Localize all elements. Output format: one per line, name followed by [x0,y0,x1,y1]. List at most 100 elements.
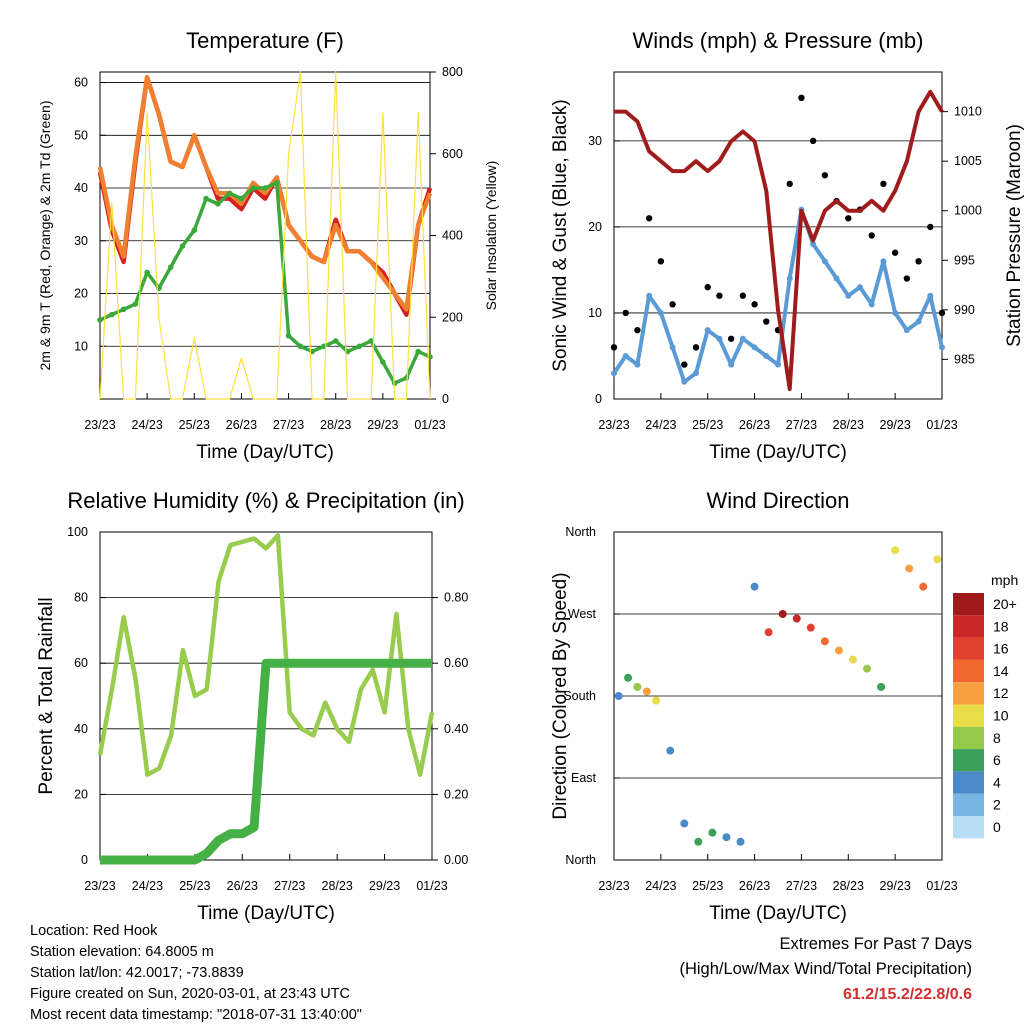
wind-direction-panel: Wind Direction Time (Day/UTC) 23/23 24/23 25… [550,488,1018,924]
legend-swatch [953,771,984,794]
gust-point [763,318,770,325]
gust-point [727,335,735,342]
gust-point [645,215,653,222]
latlon-text: Station lat/lon: 42.0017; -73.8839 [30,965,244,981]
direction-point [614,692,623,700]
y-tick-label: South [563,689,596,703]
legend-label: 6 [993,752,1001,768]
wind-point [833,275,840,282]
y-tick-label: 80 [74,591,88,605]
wind-point [646,292,653,299]
x-tick-label: 23/23 [598,418,629,432]
wind-point [751,344,758,351]
gust-point [634,326,641,334]
pressure-line [614,89,944,392]
td-point [391,380,398,386]
legend-swatch [953,793,984,816]
td-point [297,343,304,350]
legend-swatch [953,816,984,839]
recent-text: Most recent data timestamp: "2018-07-31 … [30,1007,362,1023]
wind-point [622,352,629,359]
wind-point [704,327,711,334]
legend-swatch [953,659,984,683]
legend-label: 18 [993,618,1009,634]
x-tick-label: 28/23 [833,418,864,432]
x-tick-label: 26/23 [739,418,770,432]
x-tick-label: 26/23 [227,879,258,893]
y-tick-label-right: 985 [954,352,975,366]
y-tick-label: 20 [74,287,88,301]
x-tick-label: 01/23 [926,879,957,893]
extremes-box: Extremes For Past 7 Days (High/Low/Max W… [679,932,972,1007]
x-tick-label: 25/23 [179,879,210,893]
x-tick-label: 27/23 [786,418,817,432]
legend-swatch [953,726,984,750]
td-point [415,348,422,355]
series-line-9m-t [97,75,433,312]
x-tick-label: 29/23 [880,879,911,893]
x-tick-label: 24/23 [645,879,676,893]
legend-label: 8 [993,730,1001,746]
gust-point [938,309,946,317]
gust-point [786,180,793,188]
legend-label: 14 [993,663,1009,679]
gust-point [915,258,922,265]
station-info: Location: Red Hook Station elevation: 64… [30,921,362,1026]
td-point [203,195,209,202]
series-line-2m-t [97,75,433,317]
legend-label: 10 [993,708,1009,724]
y-tick-label-right: 600 [442,147,463,161]
series-line-rh [97,533,435,777]
x-tick-label: 29/23 [880,418,911,432]
wind-point [716,335,723,342]
y-tick-label: 0 [595,392,602,406]
y-axis-label: Direction (Colored By Speed) [550,572,571,819]
legend-label: 0 [993,819,1001,835]
wind-point [845,292,852,299]
wind-point [786,275,793,282]
td-point [238,195,245,202]
direction-point [891,546,900,555]
gust-point [669,301,676,308]
x-tick-label: 25/23 [179,418,210,432]
y-tick-label-right: 200 [442,310,463,324]
y-tick-label-right: 1000 [954,204,982,218]
y-tick-label: 40 [74,722,88,736]
y-tick-label: West [568,607,597,621]
gust-point [622,309,629,317]
series-line-2m-td [99,181,431,385]
x-tick-label: 26/23 [739,879,770,893]
wind-point [634,361,641,368]
x-tick-label: 28/23 [322,879,353,893]
y-tick-label: East [571,771,597,785]
x-axis-label: Time (Day/UTC) [709,903,847,924]
x-tick-label: 25/23 [692,418,723,432]
x-tick-label: 01/23 [416,879,447,893]
created-text: Figure created on Sun, 2020-03-01, at 23… [30,986,350,1002]
location-text: Location: Red Hook [30,923,158,939]
gust-point [868,232,875,239]
wind-point [681,378,688,385]
td-point [144,269,150,276]
y-axis-label: Percent & Total Rainfall [36,597,57,794]
y-axis-label-right: Station Pressure (Maroon) [1004,124,1024,347]
legend-label: 2 [993,797,1001,813]
extremes-subtitle: (High/Low/Max Wind/Total Precipitation) [679,960,972,978]
direction-point [642,687,651,696]
gust-point [657,258,665,265]
direction-point [633,682,642,691]
gust-point [798,94,805,102]
y-tick-label: 0 [81,853,88,867]
y-tick-label-right: 995 [954,253,975,267]
chart-title: Relative Humidity (%) & Precipitation (i… [67,488,464,513]
gust-point [751,301,758,308]
legend-swatch [953,704,984,727]
direction-point [652,696,661,705]
wind-point [880,258,887,265]
legend-swatch [953,615,984,638]
wind-point [693,370,699,377]
y-tick-label-right: 0.00 [444,853,468,867]
wind-point [868,301,875,308]
direction-point [863,664,872,673]
x-tick-label: 23/23 [84,879,115,893]
